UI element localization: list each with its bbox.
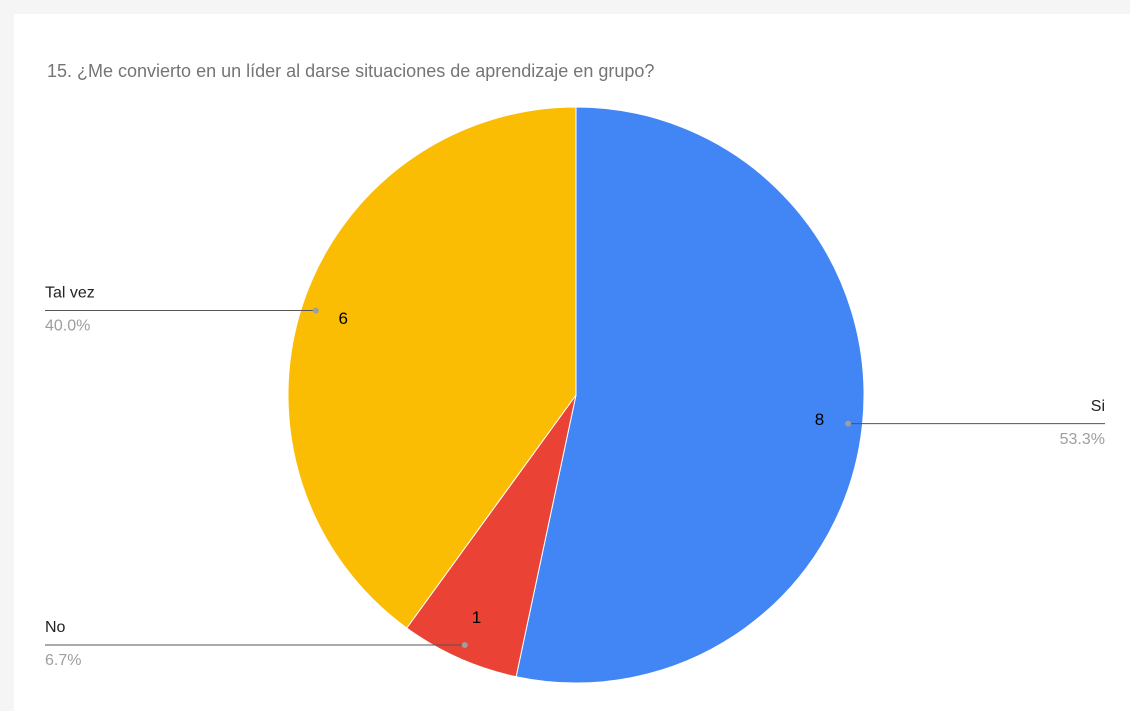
slice-value-label: 8 — [815, 410, 824, 429]
pie-slice — [406, 394, 577, 678]
legend-label: No — [45, 619, 66, 636]
legend-label: Si — [1091, 398, 1105, 415]
legend-label: Tal vez — [45, 285, 95, 302]
slice-value-label: 1 — [472, 608, 481, 627]
leader-dot — [461, 641, 468, 648]
slice-value-label: 6 — [338, 309, 347, 328]
pie-slice — [287, 106, 577, 629]
leader-dot — [845, 420, 852, 427]
chart-title: 15. ¿Me convierto en un líder al darse s… — [47, 61, 654, 81]
pie-slice — [515, 106, 865, 684]
leader-dot — [312, 307, 319, 314]
percent-label: 53.3% — [1060, 431, 1105, 448]
percent-label: 40.0% — [45, 318, 90, 335]
percent-label: 6.7% — [45, 652, 81, 669]
